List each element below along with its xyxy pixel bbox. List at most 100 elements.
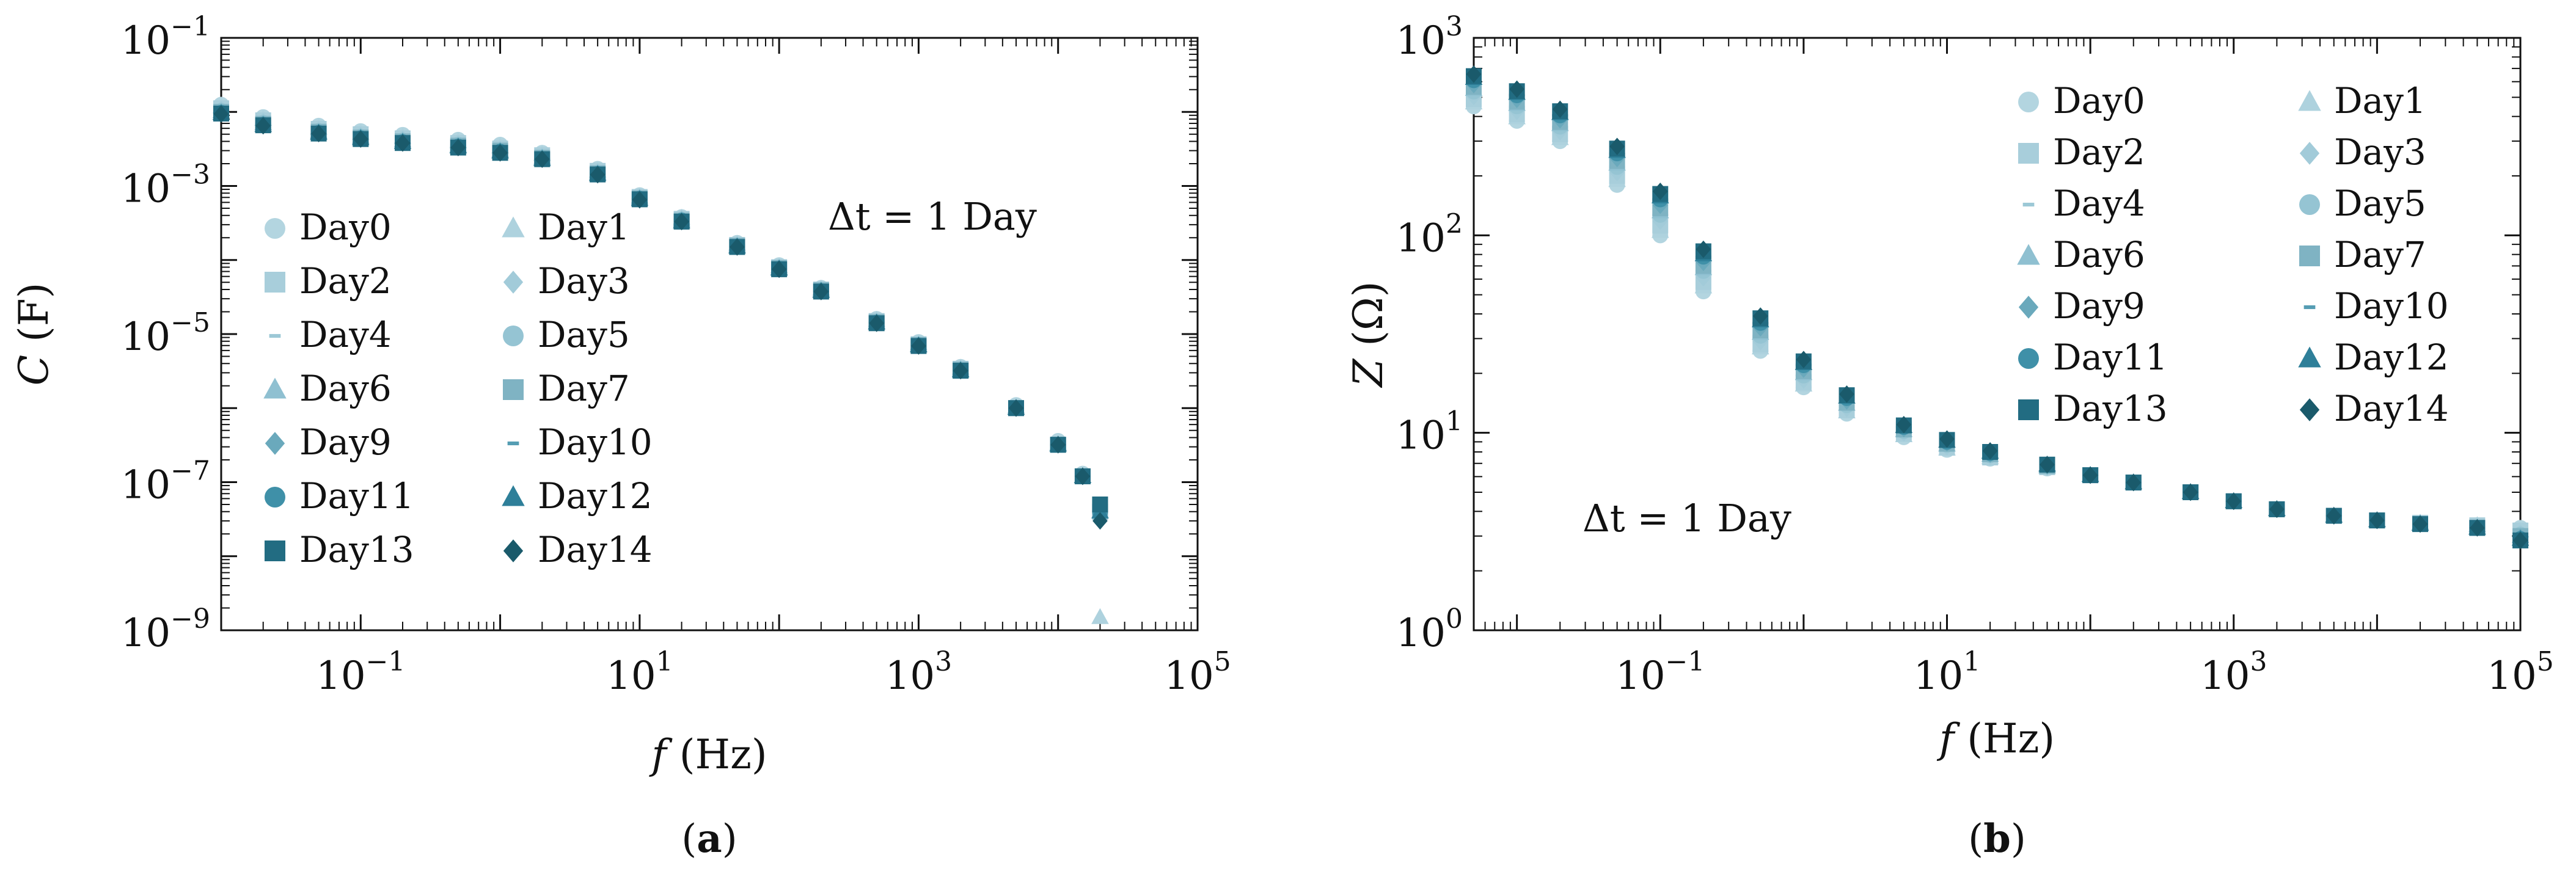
panel-label-letter: a [697,816,722,862]
data-point [353,130,368,148]
x-tick-exponent: −1 [1666,646,1705,677]
legend-marker [265,540,285,561]
x-tick-label: 103 [885,646,952,699]
y-tick-label: 103 [1396,11,1463,64]
y-tick-exponent: 3 [1446,11,1463,42]
x-tick-label: 105 [2487,646,2553,699]
legend-label: Day1 [538,206,630,248]
data-point [771,260,787,278]
data-point [813,283,829,300]
y-axis-space [10,342,57,355]
y-tick-exponent: 2 [1446,208,1463,239]
series-day14 [1466,65,2528,550]
y-tick-base: 10 [121,167,170,212]
legend-item: Day14 [2299,388,2449,429]
data-point [311,125,326,143]
data-point [1091,608,1109,624]
data-point [1652,183,1668,200]
data-point [869,314,885,332]
x-tick-exponent: −1 [366,646,406,677]
y-tick-label: 10−9 [121,603,210,656]
data-point [1050,435,1066,454]
legend-marker [2299,398,2320,421]
legend-item: Day1 [2298,80,2426,122]
y-axis-label: Z (Ω) [1345,281,1392,388]
x-tick-exponent: 1 [1963,646,1980,677]
legend-label: Day12 [2334,337,2449,378]
legend-label: Day2 [2053,131,2145,173]
legend-item: Day12 [2298,337,2449,378]
x-tick-base: 10 [1615,653,1665,699]
legend-item: Day10 [2303,285,2449,327]
legend-label: Day9 [2053,285,2145,327]
legend-label: Day3 [2334,131,2426,173]
legend-label: Day12 [538,475,653,517]
data-point [1008,399,1024,417]
y-tick-exponent: −5 [170,307,210,338]
x-tick-base: 10 [1164,653,1213,699]
legend-item: Day9 [2018,285,2145,327]
legend-item: Day7 [503,368,630,409]
data-point [2470,519,2485,537]
data-point [1896,415,1912,434]
y-tick-exponent: 1 [1446,406,1463,437]
legend-marker [503,539,524,562]
y-tick-exponent: −3 [170,159,210,191]
data-point [1075,467,1091,486]
legend-item: Day5 [503,314,630,355]
y-tick-base: 10 [1396,611,1446,656]
data-point [2369,511,2385,529]
data-point [2326,507,2342,525]
legend-label: Day3 [538,260,630,302]
legend-item: Day6 [2017,234,2145,275]
legend-marker [502,216,525,238]
x-tick-base: 10 [2200,653,2250,699]
legend-item: Day3 [503,260,630,302]
panel-label-close: ) [2011,817,2026,862]
y-axis-unit: (Ω) [1345,281,1392,346]
legend: Day0 Day1 Day2 Day3 Day4 Day5 Day6 Day7 Day9 Day1… [2017,80,2449,429]
legend-marker [503,271,524,294]
data-point [2269,500,2285,519]
y-axis-label: C (F) [10,283,57,386]
x-tick-label: 10−1 [1615,646,1705,699]
legend-label: Day0 [2053,80,2145,122]
y-tick-exponent: −9 [170,603,210,635]
tick-marks [1473,38,2520,631]
legend-item: Day2 [265,260,392,302]
x-tick-exponent: 3 [935,646,952,677]
legend-item: Day10 [507,421,653,463]
legend-label: Day13 [2053,388,2168,429]
x-axis-unit: (Hz) [1967,715,2055,762]
data-point [911,337,926,355]
y-tick-label: 101 [1396,406,1463,459]
data-point [395,134,411,152]
data-point [1552,100,1568,118]
legend-item: Day4 [2022,183,2145,224]
tick-marks [220,38,1198,631]
data-point [1939,430,1955,448]
y-tick-label: 10−1 [121,11,210,64]
plot-frame [1473,37,2522,631]
data-point [1092,496,1108,512]
x-tick-base: 10 [1914,653,1963,699]
legend-marker [2018,92,2039,112]
y-axis-symbol: C [10,355,57,386]
legend-item: Day3 [2299,131,2426,173]
data-points [212,96,1109,624]
x-tick-exponent: 1 [656,646,673,677]
legend-label: Day1 [2334,80,2426,122]
x-tick-base: 10 [606,653,656,699]
legend-marker [263,377,287,399]
y-tick-base: 10 [1396,413,1446,459]
legend: Day0 Day1 Day2 Day3 Day4 Day5 Day6 Day7 Day9 Day1… [263,206,653,570]
legend-marker [265,487,285,508]
legend-marker [265,218,285,239]
legend-marker [265,272,285,293]
data-point [1509,80,1524,98]
data-point [255,117,271,135]
legend-marker [2299,194,2320,215]
y-axis-symbol: Z [1345,358,1392,388]
legend-label: Day2 [299,260,392,302]
